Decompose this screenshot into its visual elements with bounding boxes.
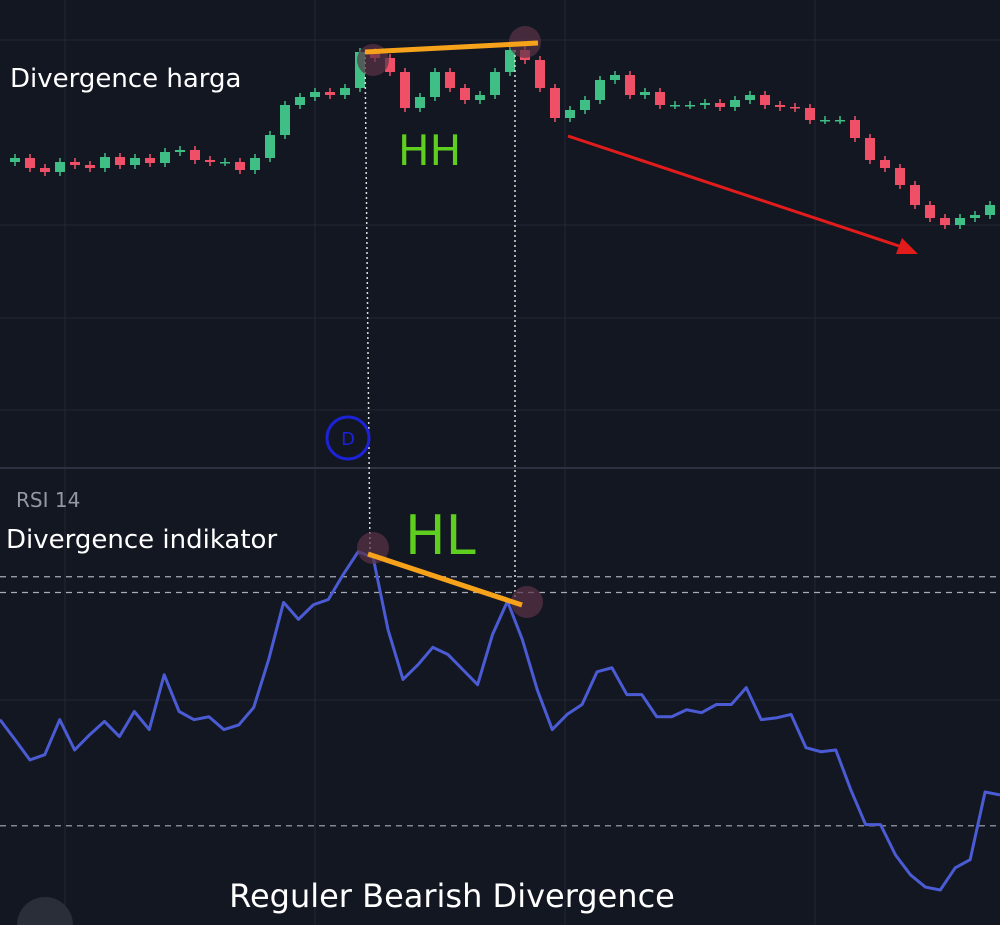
annotation: HH xyxy=(398,126,461,175)
candle-body xyxy=(55,162,65,172)
candle-body xyxy=(580,100,590,110)
candle-body xyxy=(700,103,710,105)
candle-body xyxy=(175,150,185,152)
candle-body xyxy=(685,105,695,107)
candle-body xyxy=(490,72,500,95)
candle-body xyxy=(820,120,830,122)
candle-body xyxy=(505,50,515,72)
candle-body xyxy=(760,95,770,105)
candle-body xyxy=(595,80,605,100)
candle-body xyxy=(715,103,725,107)
candle-body xyxy=(925,205,935,218)
indicator-name: RSI xyxy=(16,488,49,512)
candle-body xyxy=(790,107,800,109)
candle-body xyxy=(910,185,920,205)
candle-body xyxy=(475,95,485,100)
candle-body xyxy=(385,58,395,72)
candle-body xyxy=(850,120,860,138)
candle-body xyxy=(190,150,200,160)
candle-body xyxy=(940,218,950,225)
candle-body xyxy=(625,75,635,95)
indicator-label: RSI 14 xyxy=(16,488,80,512)
candle-body xyxy=(355,52,365,88)
candle-body xyxy=(430,72,440,97)
trend-line xyxy=(367,551,523,608)
pivot-circle xyxy=(511,586,543,618)
candle-body xyxy=(805,108,815,120)
marks xyxy=(0,46,1000,892)
rsi-line xyxy=(0,550,1000,892)
candle-body xyxy=(145,158,155,163)
candle-body xyxy=(865,138,875,160)
candle-body xyxy=(775,105,785,107)
candle-body xyxy=(295,97,305,105)
annotation: HL xyxy=(405,504,476,567)
candle-body xyxy=(340,88,350,95)
candle-body xyxy=(415,97,425,108)
candle-body xyxy=(250,158,260,170)
candle-body xyxy=(880,160,890,168)
annotations: D Divergence harga HH RSI 14 Divergence … xyxy=(6,26,918,925)
trend-line xyxy=(364,40,539,55)
candle-body xyxy=(460,88,470,100)
candle-body xyxy=(745,95,755,100)
candle-body xyxy=(325,92,335,95)
candle-body xyxy=(220,162,230,164)
candle-body xyxy=(535,60,545,88)
candle-body xyxy=(160,152,170,163)
candle-body xyxy=(280,105,290,135)
candle-body xyxy=(265,135,275,158)
arrow xyxy=(567,134,906,250)
guide-line xyxy=(364,51,371,553)
candle-body xyxy=(640,92,650,95)
marker-circle xyxy=(325,415,371,461)
annotation: Divergence harga xyxy=(10,64,241,94)
candle-body xyxy=(40,168,50,172)
candle-body xyxy=(25,158,35,168)
candle-body xyxy=(235,162,245,170)
annotation: Divergence indikator xyxy=(6,525,277,555)
marker-label: D xyxy=(341,429,355,450)
candle-body xyxy=(730,100,740,107)
indicator-period: 14 xyxy=(55,488,80,512)
candle-body xyxy=(610,75,620,80)
chart-title: Reguler Bearish Divergence xyxy=(229,877,675,915)
arrow-head xyxy=(896,238,918,254)
logo xyxy=(17,897,73,925)
candle-body xyxy=(70,162,80,165)
candle-body xyxy=(445,72,455,88)
candle-body xyxy=(85,165,95,168)
candle-body xyxy=(970,215,980,218)
candle-body xyxy=(985,205,995,215)
candle-body xyxy=(895,168,905,185)
candle-body xyxy=(100,157,110,168)
candle-body xyxy=(115,157,125,165)
candle-body xyxy=(955,218,965,225)
candle-body xyxy=(670,105,680,107)
candle-body xyxy=(130,158,140,165)
candle-body xyxy=(205,160,215,162)
candle-body xyxy=(550,88,560,118)
candle-body xyxy=(835,120,845,122)
candle-body xyxy=(565,110,575,118)
candle-body xyxy=(400,72,410,108)
candle-body xyxy=(10,158,20,162)
candle-body xyxy=(655,92,665,105)
candle-body xyxy=(310,92,320,97)
